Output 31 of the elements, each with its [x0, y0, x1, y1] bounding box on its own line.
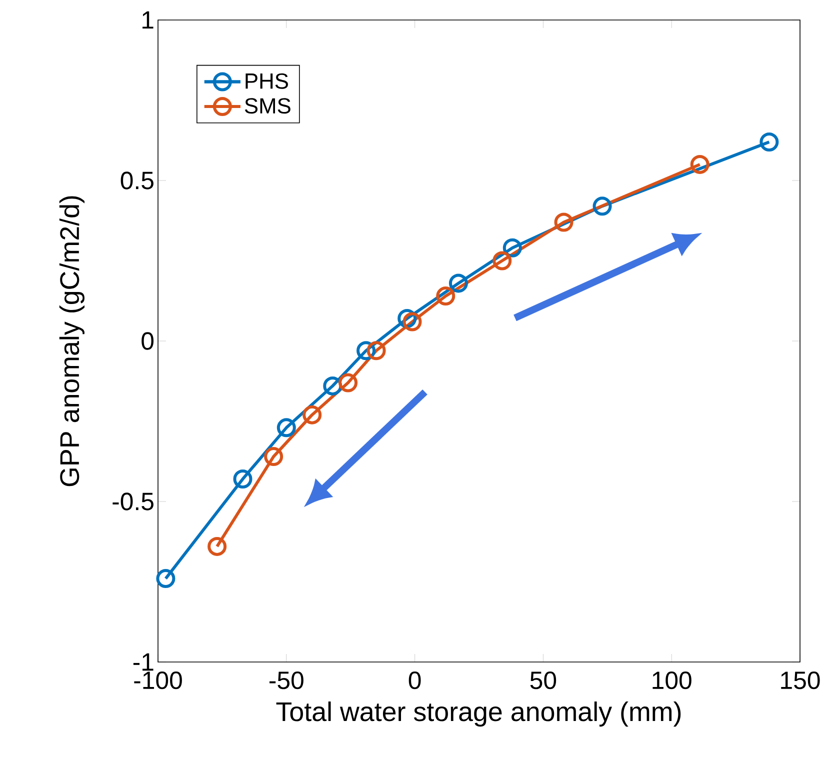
point: [448, 274, 468, 293]
legend-label: SMS: [244, 98, 290, 114]
point: [554, 212, 574, 232]
point: [402, 312, 422, 332]
y-axis-title: GPP anomaly (gC/m2/d): [59, 196, 84, 486]
x-tick-label: -50: [270, 672, 304, 690]
x-tick-label: 100: [652, 672, 692, 690]
point: [276, 418, 296, 438]
point: [302, 405, 322, 424]
point: [592, 196, 612, 216]
x-axis-title: Total water storage anomaly (mm): [276, 702, 681, 727]
x-tick-label: 50: [530, 672, 556, 690]
legend-label: PHS: [246, 73, 288, 89]
point: [208, 536, 227, 556]
x-tick-label: 150: [781, 672, 820, 690]
y-tick-label: 0.5: [120, 172, 154, 190]
y-tick-label: 1: [142, 11, 154, 29]
y-tick-label: -0.5: [112, 492, 154, 510]
x-tick-label: -100: [134, 672, 182, 690]
point: [338, 373, 358, 392]
point: [760, 132, 779, 152]
point: [156, 569, 176, 588]
point: [492, 251, 512, 270]
point: [366, 341, 386, 360]
point: [690, 154, 710, 174]
point: [436, 286, 456, 306]
point: [264, 447, 284, 466]
x-tick-label: 0: [408, 672, 421, 690]
point: [233, 470, 252, 489]
y-tick-label: 0: [142, 332, 154, 350]
y-tick-label: -1: [133, 653, 154, 671]
